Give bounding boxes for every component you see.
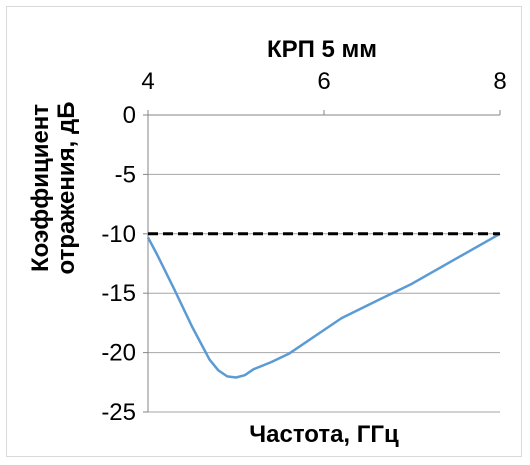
y-axis-title-line-2: отражения, дБ [53,102,80,275]
x-tick-label: 6 [317,68,330,95]
series-layer [146,232,501,379]
y-axis-title: Коэффициент отражения, дБ [27,102,80,275]
tick-labels: 0 -5 -10 -15 -20 -25 4 6 8 [101,68,506,426]
top-axis-title: КРП 5 мм [267,36,377,63]
y-tick-label: -5 [115,161,136,188]
chart-frame [6,6,522,457]
reflection-coefficient-line [146,232,501,379]
y-tick-label: -15 [101,280,136,307]
grid-lines [148,173,500,413]
x-axis-title: Частота, ГГц [249,421,399,448]
y-tick-label: -25 [101,399,136,426]
y-tick-label: -20 [101,340,136,367]
axes [143,110,501,413]
x-tick-label: 8 [493,68,506,95]
x-tick-label: 4 [141,68,154,95]
y-tick-label: -10 [101,221,136,248]
y-tick-label: 0 [123,102,136,129]
y-axis-title-line-1: Коэффициент [27,104,54,272]
